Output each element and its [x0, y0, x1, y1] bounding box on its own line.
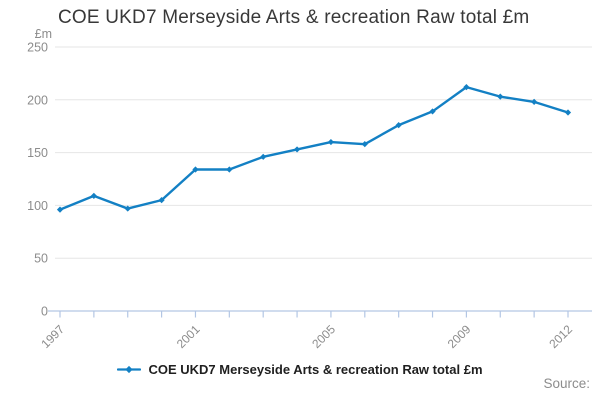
data-point-marker — [463, 84, 470, 91]
y-tick-label: 150 — [27, 146, 48, 160]
data-point-marker — [192, 166, 199, 173]
data-point-marker — [124, 205, 131, 212]
y-tick-label: 200 — [27, 93, 48, 107]
y-tick-label: 0 — [41, 305, 48, 319]
data-point-marker — [226, 166, 233, 173]
data-point-marker — [531, 98, 538, 106]
line-chart-plot: 0 50 100 150 200 250£m 1997 2001 2005 2009 2012 — [27, 27, 592, 351]
x-tick-label: 2005 — [309, 322, 338, 351]
data-point-marker — [429, 108, 436, 115]
chart-title: COE UKD7 Merseyside Arts & recreation Ra… — [58, 7, 530, 28]
y-tick-label: 100 — [27, 199, 48, 213]
legend-marker — [125, 365, 134, 374]
x-tick-label: 2012 — [546, 322, 575, 351]
data-point-marker — [158, 197, 165, 204]
x-tick-label: 2001 — [174, 322, 203, 351]
data-point-marker — [395, 122, 402, 129]
data-point-marker — [90, 192, 97, 199]
data-point-marker — [564, 109, 572, 116]
data-point-marker — [497, 93, 504, 100]
source-label: Source: — [543, 376, 590, 391]
y-axis-unit-label: £m — [35, 27, 52, 41]
legend-label: COE UKD7 Merseyside Arts & recreation Ra… — [148, 362, 483, 377]
data-point-marker — [293, 146, 301, 153]
legend: COE UKD7 Merseyside Arts & recreation Ra… — [0, 362, 600, 377]
y-tick-label: 50 — [34, 252, 48, 266]
data-point-marker — [56, 206, 64, 213]
data-series-line — [58, 85, 570, 211]
x-tick-label: 2009 — [445, 322, 474, 351]
data-point-marker — [361, 141, 368, 148]
x-tick-label: 1997 — [38, 322, 67, 351]
y-tick-label: 250 — [27, 41, 48, 55]
data-point-marker — [260, 153, 267, 160]
legend-line-marker-icon — [117, 365, 142, 374]
data-point-marker — [327, 138, 335, 146]
